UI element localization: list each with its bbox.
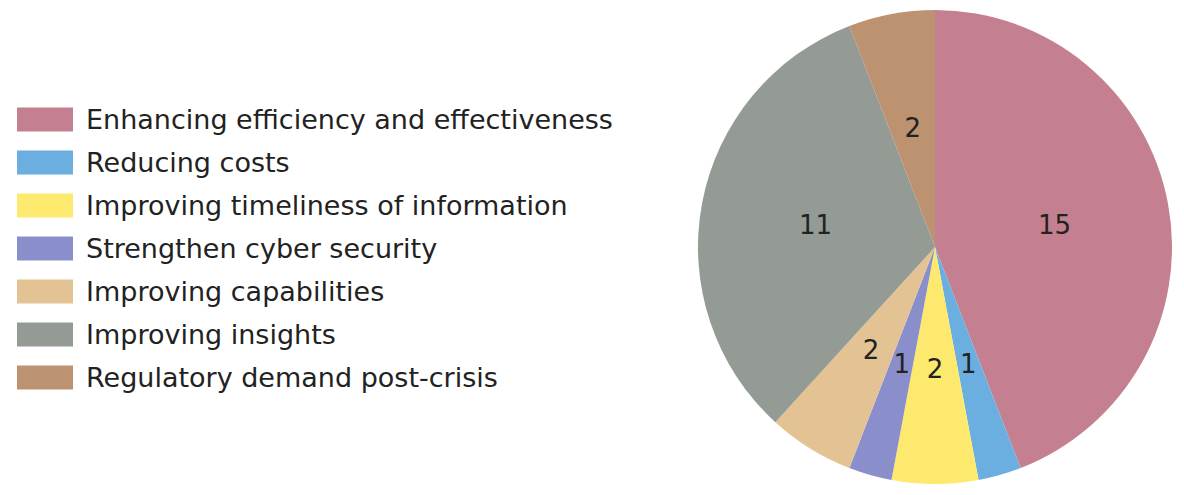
- svg-text:11: 11: [799, 210, 832, 240]
- svg-text:Improving insights: Improving insights: [86, 319, 336, 350]
- svg-text:1: 1: [960, 349, 977, 379]
- svg-text:Improving timeliness of inform: Improving timeliness of information: [86, 190, 568, 221]
- svg-text:2: 2: [927, 354, 944, 384]
- svg-text:1: 1: [893, 349, 910, 379]
- svg-text:2: 2: [904, 113, 921, 143]
- svg-text:2: 2: [863, 335, 880, 365]
- svg-text:Reducing costs: Reducing costs: [86, 147, 290, 178]
- svg-text:Improving capabilities: Improving capabilities: [86, 276, 384, 307]
- svg-text:15: 15: [1038, 210, 1071, 240]
- svg-text:Regulatory demand post-crisis: Regulatory demand post-crisis: [86, 362, 498, 393]
- svg-text:Enhancing efficiency and effec: Enhancing efficiency and effectiveness: [86, 104, 613, 135]
- svg-text:Strengthen cyber security: Strengthen cyber security: [86, 233, 437, 264]
